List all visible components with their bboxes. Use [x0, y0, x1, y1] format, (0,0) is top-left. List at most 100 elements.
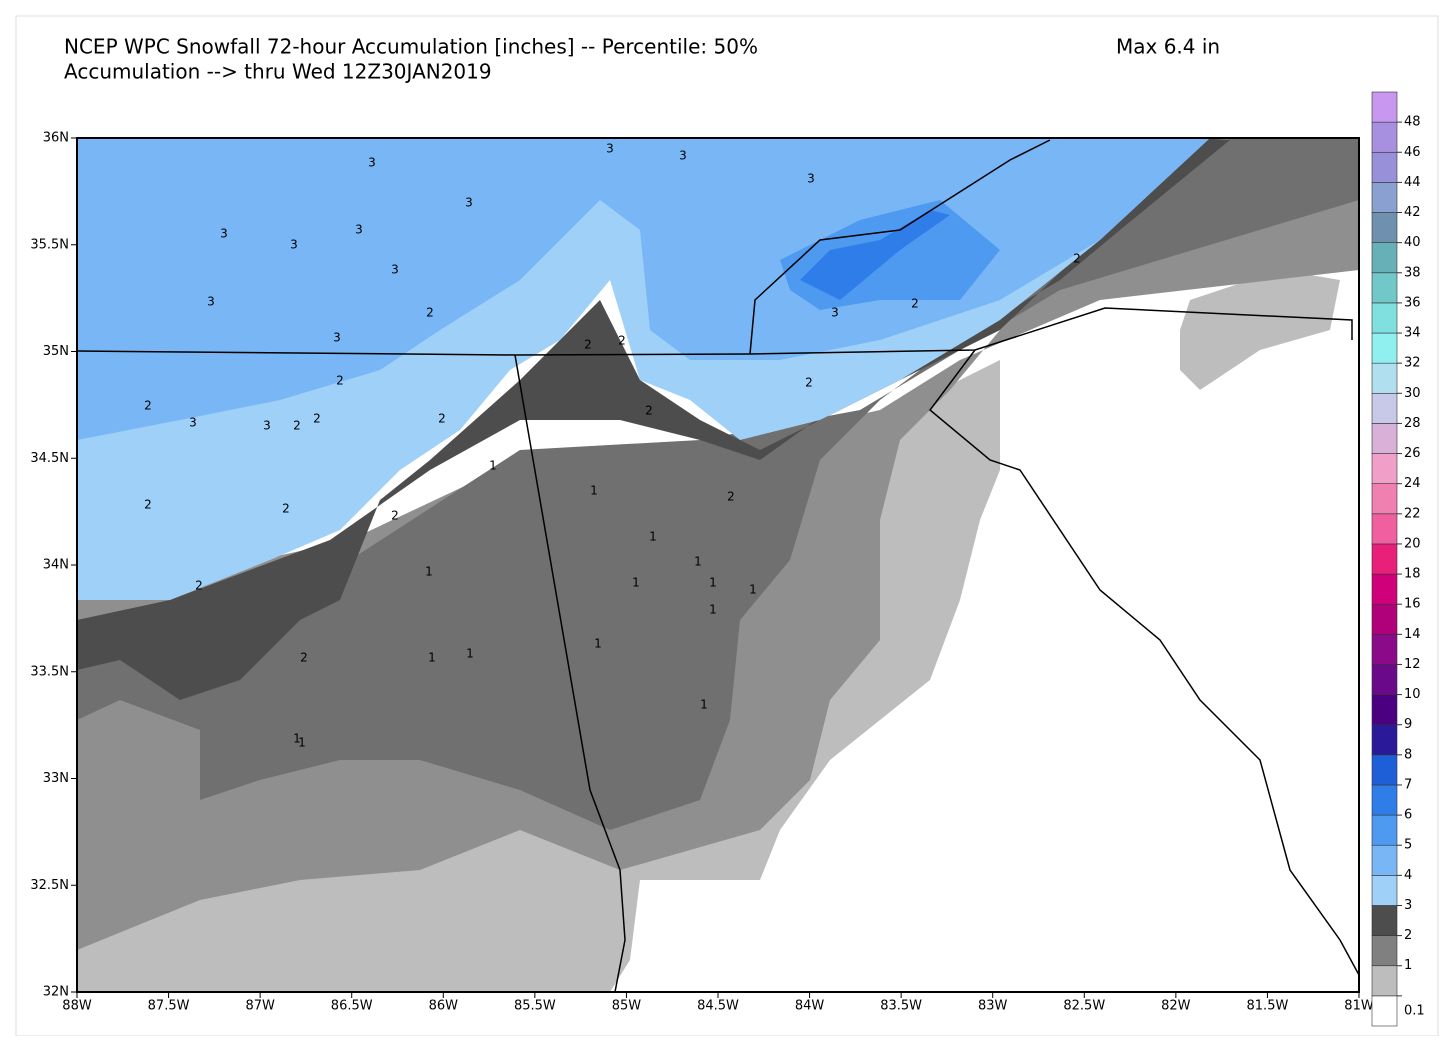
contour-label: 2: [911, 297, 919, 311]
colorbar-label: 44: [1404, 175, 1421, 190]
border: [928, 349, 1360, 976]
colorbar-box: [1371, 784, 1398, 816]
contour-label: 2: [144, 498, 152, 512]
lon-label: 88W: [62, 999, 92, 1014]
colorbar-label: 36: [1404, 295, 1421, 310]
contour-label: 1: [700, 698, 708, 712]
contour-label: 2: [313, 412, 321, 426]
contour-label: 3: [189, 416, 197, 430]
lon-label: 85W: [612, 999, 642, 1014]
colorbar-box: [1371, 272, 1398, 304]
snow-2in: [77, 138, 1230, 700]
lon-label: 81.5W: [1247, 999, 1289, 1014]
contour-label: 3: [220, 227, 228, 241]
contour-label: 3: [465, 196, 473, 210]
lon-label: 83W: [978, 999, 1008, 1014]
lat-label: 35.5N: [30, 237, 69, 252]
snow-light: [1180, 270, 1340, 390]
contour-label: 3: [290, 238, 298, 252]
contour-label: 3: [606, 142, 614, 156]
contour-label: 1: [428, 651, 436, 665]
colorbar-label: 7: [1404, 777, 1412, 792]
lon-label: 86W: [429, 999, 459, 1014]
colorbar-label: 24: [1404, 476, 1421, 491]
contour-label: 3: [831, 306, 839, 320]
colorbar-label: 10: [1404, 687, 1421, 702]
colorbar-label: 0.1: [1404, 1003, 1425, 1018]
contour-label: 3: [679, 149, 687, 163]
contour-label: 2: [300, 651, 308, 665]
border: [749, 139, 1051, 355]
colorbar-box: [1371, 513, 1398, 545]
max-label: Max 6.4 in: [1116, 35, 1220, 59]
colorbar-label: 18: [1404, 567, 1421, 582]
contour-label: 2: [144, 399, 152, 413]
lon-label: 87.5W: [148, 999, 190, 1014]
contour-label: 3: [207, 295, 215, 309]
colorbar-label: 34: [1404, 326, 1421, 341]
map-fill: [77, 138, 1359, 992]
colorbar-box: [1371, 634, 1398, 665]
contour-label: 2: [645, 404, 653, 418]
colorbar-box: [1371, 151, 1398, 183]
colorbar-label: 4: [1404, 868, 1412, 883]
colorbar-box: [1371, 664, 1398, 695]
contour-label: 1: [466, 647, 474, 661]
colorbar-label: 32: [1404, 356, 1421, 371]
colorbar-label: 40: [1404, 235, 1421, 250]
colorbar-box: [1371, 212, 1398, 243]
contour-label: 1: [632, 576, 640, 590]
colorbar-label: 9: [1404, 717, 1412, 732]
lon-label: 84.5W: [697, 999, 739, 1014]
contour-label: 2: [195, 579, 203, 593]
colorbar-label: 38: [1404, 265, 1421, 280]
colorbar-label: 30: [1404, 386, 1421, 401]
contour-label: 1: [709, 603, 717, 617]
contour-label: 2: [282, 502, 290, 516]
colorbar-label: 8: [1404, 747, 1412, 762]
colorbar-box: [1371, 362, 1398, 394]
lon-label: 85.5W: [514, 999, 556, 1014]
contour-label: 2: [438, 412, 446, 426]
lat-label: 32.5N: [30, 878, 69, 893]
subtitle: Accumulation --> thru Wed 12Z30JAN2019: [64, 60, 492, 84]
colorbar-box: [1371, 724, 1398, 756]
colorbar-label: 3: [1404, 898, 1412, 913]
contour-label: 2: [293, 419, 301, 433]
title: NCEP WPC Snowfall 72-hour Accumulation […: [64, 35, 758, 59]
lon-label: 86.5W: [331, 999, 373, 1014]
colorbar-box: [1371, 965, 1398, 997]
lat-label: 33.5N: [30, 664, 69, 679]
colorbar-box: [1371, 543, 1398, 575]
colorbar-label: 2: [1404, 928, 1412, 943]
colorbar-box: [1371, 332, 1398, 364]
lon-label: 84W: [795, 999, 825, 1014]
colorbar-box: [1371, 392, 1398, 424]
lat-label: 34.5N: [30, 451, 69, 466]
colorbar-box: [1371, 905, 1398, 936]
contour-label: 2: [1073, 252, 1081, 266]
lon-label: 82.5W: [1063, 999, 1105, 1014]
colorbar-label: 1: [1404, 958, 1412, 973]
lon-label: 87W: [245, 999, 275, 1014]
lat-label: 36N: [43, 131, 69, 146]
snow-5-6in: [800, 210, 950, 300]
lat-label: 33N: [43, 771, 69, 786]
contour-label: 1: [425, 565, 433, 579]
colorbar-box: [1371, 935, 1398, 967]
contour-label: 3: [368, 156, 376, 170]
contour-label: 2: [584, 338, 592, 352]
contour-label: 1: [649, 530, 657, 544]
contour-label: 2: [336, 374, 344, 388]
colorbar-label: 22: [1404, 506, 1421, 521]
lon-label: 81W: [1344, 999, 1374, 1014]
contour-label: 1: [293, 732, 301, 746]
colorbar-label: 5: [1404, 838, 1412, 853]
colorbar-box: [1371, 694, 1398, 726]
colorbar-box: [1371, 121, 1398, 153]
colorbar-label: 12: [1404, 657, 1421, 672]
lon-label: 82W: [1161, 999, 1191, 1014]
contour-label: 2: [426, 306, 434, 320]
snow-1in: [77, 138, 1359, 830]
